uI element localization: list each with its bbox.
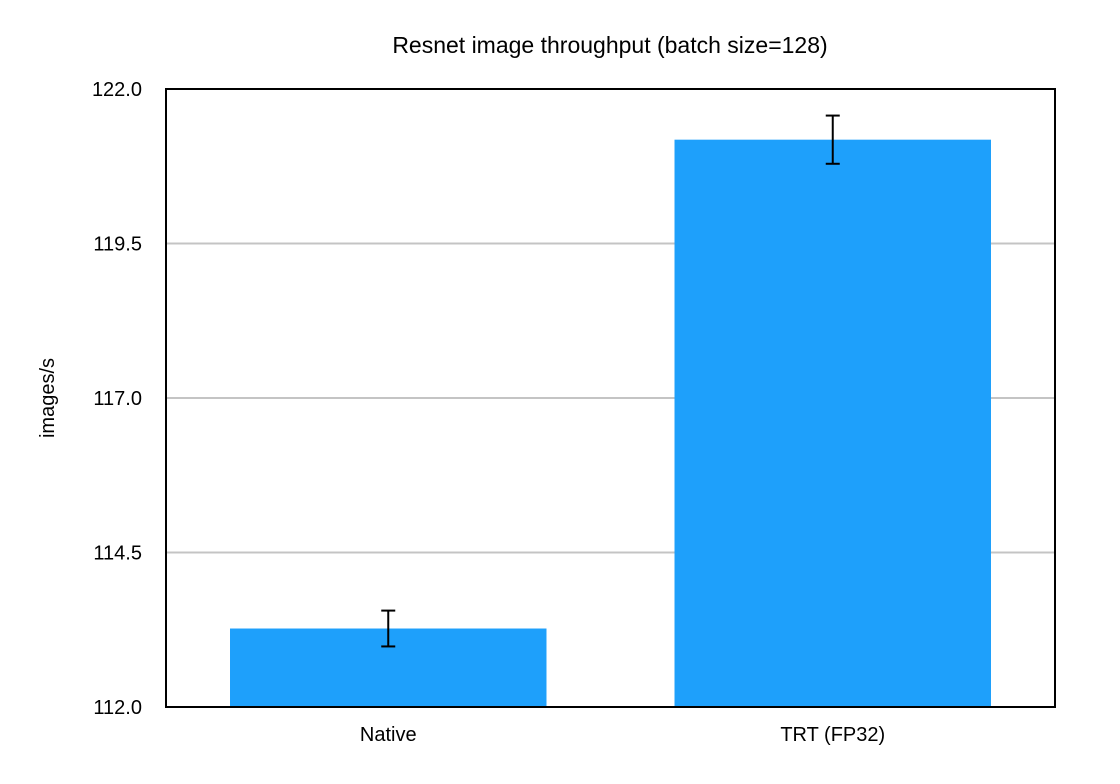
y-tick-label: 122.0 xyxy=(92,79,142,101)
x-category-labels: Native TRT (FP32) xyxy=(360,724,885,746)
bar xyxy=(674,139,991,707)
y-tick-labels: 112.0 114.5 117.0 119.5 122.0 xyxy=(92,79,142,719)
y-tick-label: 112.0 xyxy=(93,697,142,719)
chart-title: Resnet image throughput (batch size=128) xyxy=(392,32,827,58)
x-category-label: TRT (FP32) xyxy=(780,724,885,746)
y-tick-label: 114.5 xyxy=(93,543,142,565)
y-tick-label: 119.5 xyxy=(93,234,142,256)
error-bar xyxy=(825,114,840,165)
bars xyxy=(230,139,991,707)
y-tick-label: 117.0 xyxy=(93,388,142,410)
error-bars xyxy=(381,114,840,648)
plot-area-frame xyxy=(165,88,1056,708)
y-axis-label: images/s xyxy=(37,358,59,438)
error-bar xyxy=(381,609,396,648)
x-category-label: Native xyxy=(360,724,417,746)
